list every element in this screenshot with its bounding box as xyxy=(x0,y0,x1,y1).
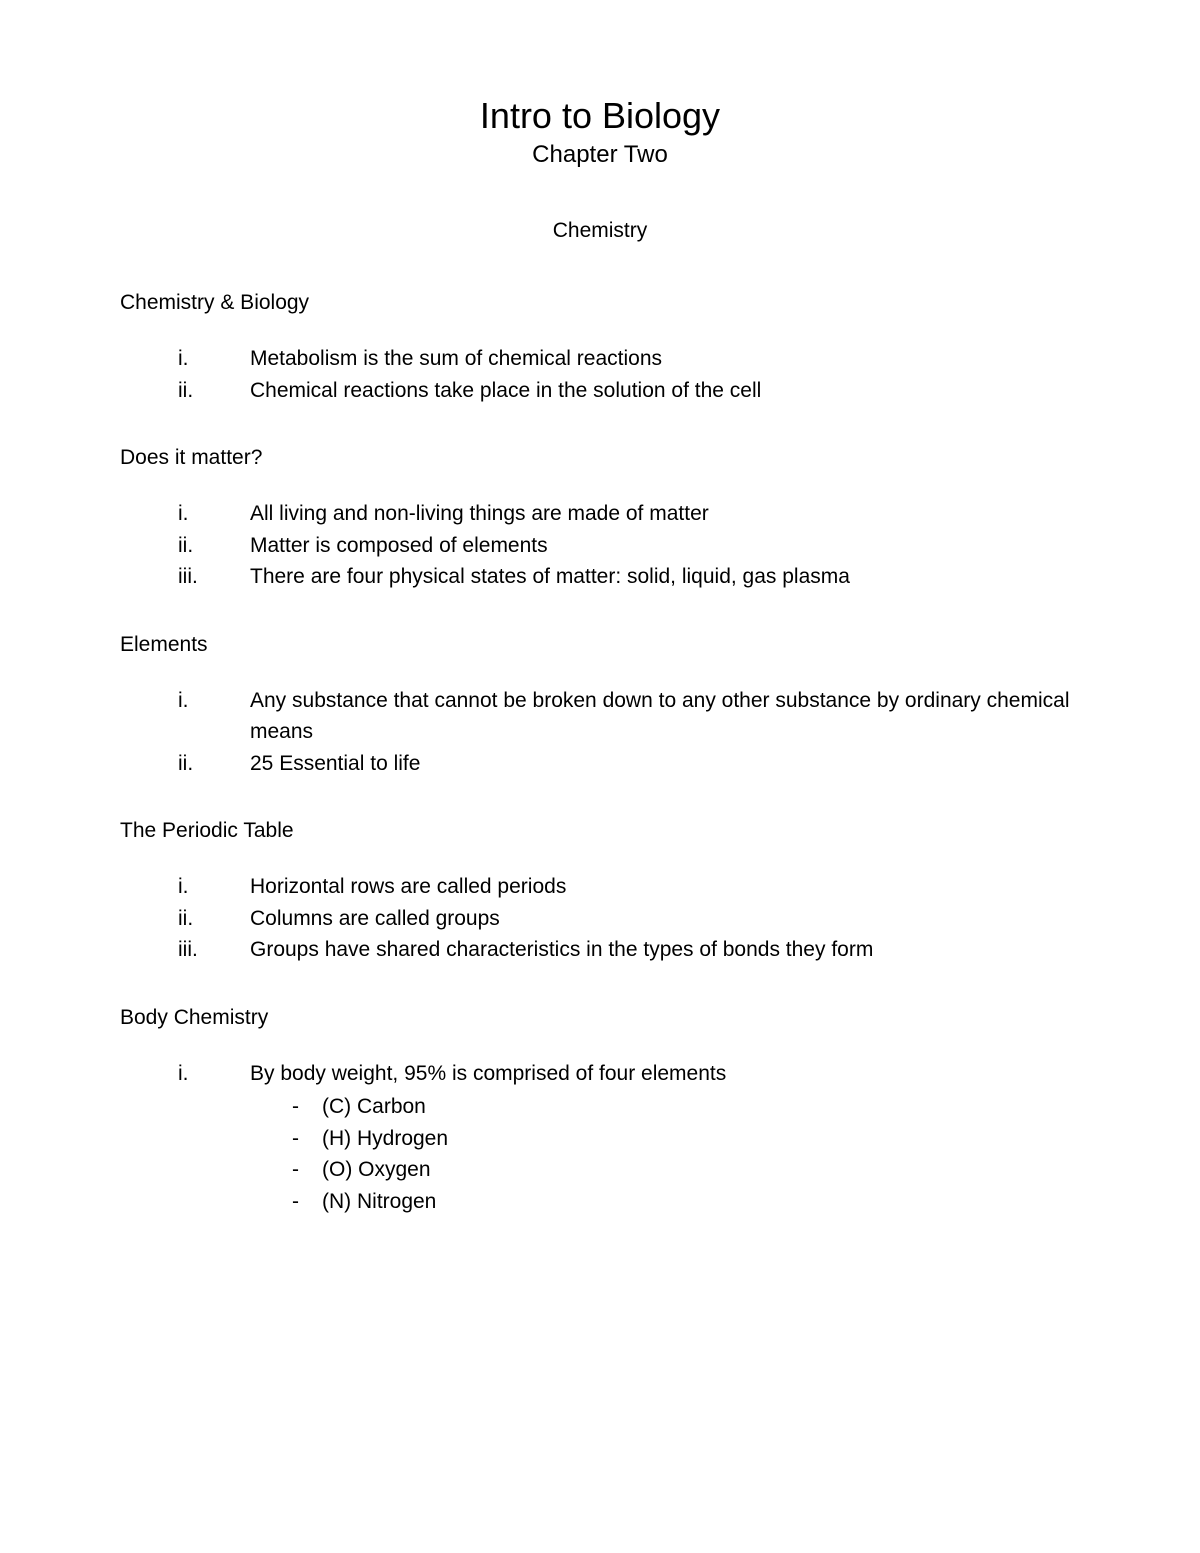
outline-list: i. By body weight, 95% is comprised of f… xyxy=(178,1058,1080,1218)
list-marker: i. xyxy=(178,1058,250,1090)
list-marker: i. xyxy=(178,871,250,903)
list-item: ii. Matter is composed of elements xyxy=(178,530,1080,562)
document-topic: Chemistry xyxy=(120,219,1080,243)
list-marker: ii. xyxy=(178,903,250,935)
list-text: Any substance that cannot be broken down… xyxy=(250,685,1080,748)
document-title: Intro to Biology xyxy=(120,95,1080,137)
list-item: i. Any substance that cannot be broken d… xyxy=(178,685,1080,748)
list-text: 25 Essential to life xyxy=(250,748,1080,780)
list-item: ii. Columns are called groups xyxy=(178,903,1080,935)
list-text: Groups have shared characteristics in th… xyxy=(250,934,1080,966)
sublist-item: - (N) Nitrogen xyxy=(292,1186,1080,1218)
list-text: Columns are called groups xyxy=(250,903,1080,935)
list-marker: ii. xyxy=(178,530,250,562)
list-marker: i. xyxy=(178,343,250,375)
list-item: ii. Chemical reactions take place in the… xyxy=(178,375,1080,407)
list-marker: i. xyxy=(178,685,250,717)
sublist-text: (O) Oxygen xyxy=(322,1154,431,1186)
list-text: There are four physical states of matter… xyxy=(250,561,1080,593)
sublist-text: (N) Nitrogen xyxy=(322,1186,436,1218)
list-text: Chemical reactions take place in the sol… xyxy=(250,375,1080,407)
list-text: Matter is composed of elements xyxy=(250,530,1080,562)
list-text: Horizontal rows are called periods xyxy=(250,871,1080,903)
section-heading: Chemistry & Biology xyxy=(120,291,1080,315)
list-text: By body weight, 95% is comprised of four… xyxy=(250,1058,1080,1218)
sublist-text: (H) Hydrogen xyxy=(322,1123,448,1155)
sublist-marker: - xyxy=(292,1123,322,1155)
sublist-item: - (H) Hydrogen xyxy=(292,1123,1080,1155)
outline-list: i. Metabolism is the sum of chemical rea… xyxy=(178,343,1080,406)
list-marker: ii. xyxy=(178,748,250,780)
list-item: i. Horizontal rows are called periods xyxy=(178,871,1080,903)
section-heading: Does it matter? xyxy=(120,446,1080,470)
list-text: All living and non-living things are mad… xyxy=(250,498,1080,530)
outline-list: i. Horizontal rows are called periods ii… xyxy=(178,871,1080,966)
list-marker: iii. xyxy=(178,561,250,593)
outline-list: i. All living and non-living things are … xyxy=(178,498,1080,593)
sublist-item: - (O) Oxygen xyxy=(292,1154,1080,1186)
list-item: i. Metabolism is the sum of chemical rea… xyxy=(178,343,1080,375)
section-heading: The Periodic Table xyxy=(120,819,1080,843)
document-subtitle: Chapter Two xyxy=(120,141,1080,169)
list-text: Metabolism is the sum of chemical reacti… xyxy=(250,343,1080,375)
outline-list: i. Any substance that cannot be broken d… xyxy=(178,685,1080,780)
section-heading: Elements xyxy=(120,633,1080,657)
list-marker: iii. xyxy=(178,934,250,966)
list-text-inner: By body weight, 95% is comprised of four… xyxy=(250,1062,726,1085)
list-item: i. By body weight, 95% is comprised of f… xyxy=(178,1058,1080,1218)
sublist-marker: - xyxy=(292,1154,322,1186)
list-marker: i. xyxy=(178,498,250,530)
section-heading: Body Chemistry xyxy=(120,1006,1080,1030)
sublist-text: (C) Carbon xyxy=(322,1091,426,1123)
sublist: - (C) Carbon - (H) Hydrogen - (O) Oxygen… xyxy=(292,1091,1080,1217)
list-item: ii. 25 Essential to life xyxy=(178,748,1080,780)
sublist-marker: - xyxy=(292,1186,322,1218)
list-marker: ii. xyxy=(178,375,250,407)
list-item: iii. There are four physical states of m… xyxy=(178,561,1080,593)
list-item: iii. Groups have shared characteristics … xyxy=(178,934,1080,966)
sublist-item: - (C) Carbon xyxy=(292,1091,1080,1123)
list-item: i. All living and non-living things are … xyxy=(178,498,1080,530)
sublist-marker: - xyxy=(292,1091,322,1123)
